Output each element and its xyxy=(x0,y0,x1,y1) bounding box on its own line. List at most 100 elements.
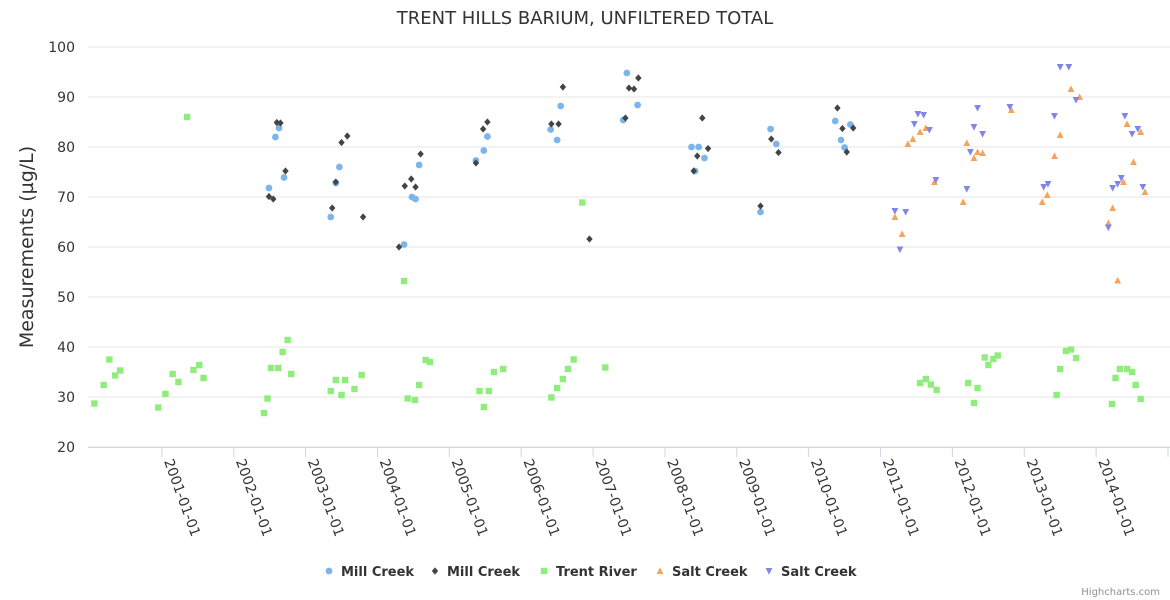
data-point xyxy=(1123,365,1131,373)
chart-title: TRENT HILLS BARIUM, UNFILTERED TOTAL xyxy=(396,8,774,29)
data-point xyxy=(332,178,339,186)
data-point xyxy=(1038,198,1046,205)
data-point xyxy=(1043,191,1051,198)
data-point xyxy=(190,366,197,374)
x-tick-label: 2014-01-01 xyxy=(1094,457,1137,539)
data-point xyxy=(694,152,701,160)
data-point xyxy=(1139,184,1147,191)
data-point xyxy=(270,195,277,203)
data-point xyxy=(896,246,904,254)
data-point xyxy=(1104,224,1112,232)
legend-marker xyxy=(540,567,548,575)
data-point xyxy=(1134,126,1142,133)
data-point xyxy=(959,198,967,205)
data-point xyxy=(1072,354,1080,362)
legend-label: Trent River xyxy=(556,565,637,580)
data-point xyxy=(547,126,555,133)
data-point xyxy=(1072,97,1080,104)
data-point xyxy=(981,354,988,361)
data-point xyxy=(476,387,483,395)
data-point xyxy=(408,175,415,183)
legend-marker xyxy=(325,567,333,575)
data-point xyxy=(288,370,295,378)
data-point xyxy=(284,336,291,344)
data-point xyxy=(183,113,191,121)
data-point xyxy=(401,182,408,190)
data-point xyxy=(891,213,899,220)
legend-item[interactable]: Mill Creek xyxy=(325,565,415,580)
data-point xyxy=(1062,347,1070,355)
data-point xyxy=(914,111,922,118)
data-point xyxy=(767,125,774,133)
legend-item[interactable]: Trent River xyxy=(540,565,638,580)
data-point xyxy=(484,133,491,140)
legend-label: Salt Creek xyxy=(781,565,857,580)
data-point xyxy=(106,356,113,363)
grid-lines xyxy=(88,46,1170,448)
data-point xyxy=(570,356,577,363)
data-point xyxy=(344,132,351,140)
legend-item[interactable]: Salt Creek xyxy=(656,565,748,580)
data-point xyxy=(267,364,275,372)
data-point xyxy=(277,119,284,127)
data-point xyxy=(327,213,335,221)
y-tick-label: 30 xyxy=(57,390,75,406)
y-tick-label: 60 xyxy=(57,240,75,256)
data-point xyxy=(426,358,434,366)
data-point xyxy=(327,387,334,395)
data-point xyxy=(979,131,986,138)
data-point xyxy=(775,148,782,157)
data-point xyxy=(1044,181,1052,188)
data-point xyxy=(1056,131,1064,138)
series-4-salt-creek xyxy=(891,64,1147,254)
data-point xyxy=(404,395,411,402)
data-point xyxy=(264,395,271,402)
data-point xyxy=(359,213,367,221)
data-point xyxy=(485,387,493,395)
data-point xyxy=(275,364,282,372)
data-point xyxy=(985,361,992,369)
x-tick-label: 2015-01-01 xyxy=(1166,457,1170,539)
data-point xyxy=(1123,120,1131,127)
data-point xyxy=(500,365,507,373)
data-point xyxy=(196,361,203,369)
x-tick-label: 2002-01-01 xyxy=(232,457,275,539)
data-point xyxy=(695,143,703,151)
credits-link[interactable]: Highcharts.com xyxy=(1081,587,1160,598)
data-point xyxy=(415,161,423,169)
data-point xyxy=(933,386,940,394)
data-point xyxy=(338,138,345,147)
series-3-salt-creek xyxy=(891,85,1149,284)
data-point xyxy=(162,390,169,398)
data-point xyxy=(772,140,780,148)
data-point xyxy=(265,192,273,201)
series-2-trent-river xyxy=(91,113,1144,417)
data-point xyxy=(974,148,981,155)
data-point xyxy=(1137,395,1144,403)
data-point xyxy=(963,186,971,193)
data-point xyxy=(169,370,176,378)
data-point xyxy=(688,143,695,151)
legend-item[interactable]: Salt Creek xyxy=(765,565,857,580)
data-point xyxy=(970,124,978,131)
data-point xyxy=(990,355,997,363)
data-point xyxy=(1051,152,1058,159)
data-point xyxy=(1007,106,1015,113)
data-point xyxy=(1065,64,1073,71)
legend-label: Salt Creek xyxy=(672,565,748,580)
data-point xyxy=(328,204,336,212)
data-point xyxy=(920,112,928,119)
y-axis-label: Measurements (µg/L) xyxy=(16,146,38,348)
y-tick-label: 40 xyxy=(57,340,75,356)
data-point xyxy=(272,133,279,141)
data-point xyxy=(564,365,572,373)
data-point xyxy=(1108,400,1116,408)
data-point xyxy=(831,117,839,125)
data-point xyxy=(1137,128,1145,135)
data-point xyxy=(1121,113,1129,120)
data-point xyxy=(1056,64,1064,71)
legend-item[interactable]: Mill Creek xyxy=(431,565,521,580)
data-point xyxy=(395,243,403,251)
x-tick-label: 2010-01-01 xyxy=(807,457,850,539)
data-point xyxy=(351,385,358,393)
